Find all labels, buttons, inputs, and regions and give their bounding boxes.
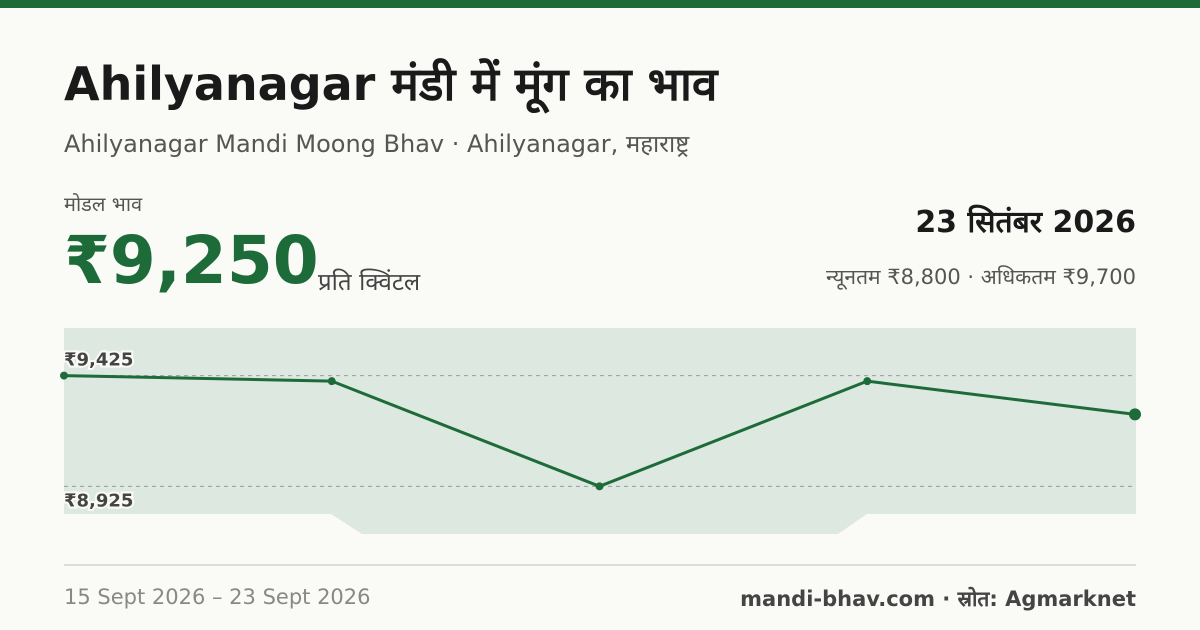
subtitle: Ahilyanagar Mandi Moong Bhav · Ahilyanag…	[64, 130, 690, 158]
y-tick-label: ₹9,425	[64, 350, 133, 371]
price-value: ₹9,250	[64, 222, 319, 299]
point	[60, 371, 68, 380]
price-label: मोडल भाव	[64, 192, 143, 216]
price-unit: प्रति क्विंटल	[318, 268, 421, 296]
price-range: न्यूनतम ₹8,800 · अधिकतम ₹9,700	[826, 265, 1136, 289]
plot-band-extension	[331, 514, 867, 534]
footer-source: mandi-bhav.com · स्रोत: Agmarknet	[740, 587, 1136, 611]
y-tick-label: ₹8,925	[64, 490, 133, 511]
point	[595, 482, 604, 491]
footer-range: 15 Sept 2026 – 23 Sept 2026	[64, 585, 371, 609]
point	[863, 377, 872, 386]
price-date: 23 सितंबर 2026	[915, 205, 1136, 240]
point	[327, 377, 336, 386]
title: Ahilyanagar मंडी में मूंग का भाव	[64, 57, 718, 111]
point	[1129, 408, 1141, 421]
top-bar	[0, 0, 1200, 8]
